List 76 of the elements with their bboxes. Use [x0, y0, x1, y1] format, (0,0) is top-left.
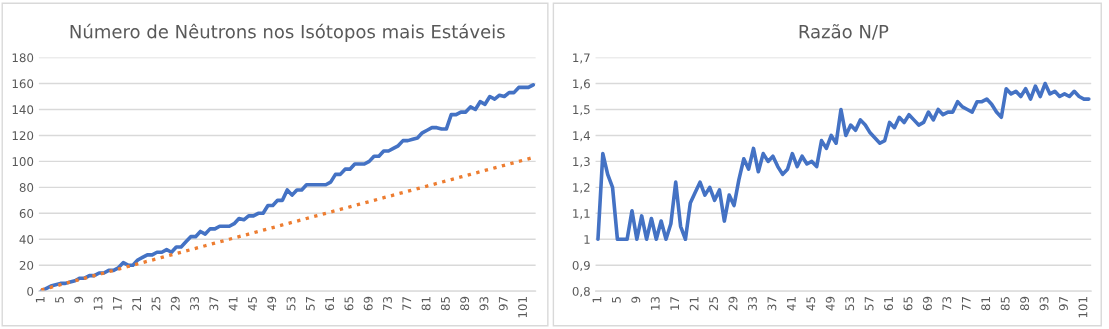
x-tick-label: 53 — [286, 296, 296, 311]
x-tick-label: 29 — [170, 296, 180, 311]
x-tick-label: 41 — [787, 297, 796, 311]
y-tick-label: 0,8 — [572, 286, 590, 298]
x-tick-label: 65 — [344, 297, 354, 311]
x-tick-label: 73 — [383, 296, 392, 311]
y-tick-label: 1,2 — [573, 183, 590, 194]
x-tick-label: 97 — [498, 297, 508, 311]
chart-title: Número de Nêutrons nos Isótopos mais Estáveis — [70, 23, 505, 42]
x-tick-label: 93 — [1039, 296, 1049, 311]
y-tick-label: 80 — [19, 183, 34, 192]
x-tick-label: 25 — [151, 297, 161, 311]
x-tick-label: 65 — [903, 297, 913, 311]
x-tick-label: 53 — [845, 296, 855, 311]
x-tick-label: 29 — [728, 296, 738, 311]
y-tick-label: 0,9 — [572, 260, 590, 272]
x-tick-label: 41 — [228, 297, 238, 311]
x-tick-label: 21 — [132, 297, 141, 311]
x-tick-label: 37 — [209, 297, 219, 311]
x-tick-label: 37 — [767, 297, 777, 311]
y-tick-label: 40 — [19, 234, 34, 244]
x-tick-label: 1 — [35, 297, 45, 303]
x-tick-label: 97 — [1059, 297, 1068, 311]
x-tick-label: 21 — [689, 297, 699, 311]
x-tick-label: 93 — [479, 296, 489, 311]
y-tick-label: 1,5 — [573, 105, 590, 116]
x-tick-label: 9 — [631, 296, 641, 303]
y-tick-label: 1,3 — [573, 157, 590, 168]
y-tick-label: 1,1 — [573, 209, 590, 220]
x-tick-label: 17 — [670, 297, 679, 310]
x-tick-label: 101 — [518, 297, 528, 318]
y-tick-label: 180 — [12, 53, 34, 63]
y-tick-label: 1 — [584, 235, 590, 244]
x-tick-label: 81 — [421, 297, 431, 311]
x-tick-label: 13 — [650, 296, 660, 310]
y-tick-label: 1,7 — [573, 53, 590, 64]
x-tick-label: 57 — [864, 297, 874, 311]
x-tick-label: 89 — [1020, 296, 1030, 311]
x-tick-label: 73 — [942, 296, 952, 311]
y-tick-label: 1,4 — [573, 131, 591, 142]
x-tick-label: 49 — [825, 296, 835, 311]
x-tick-label: 49 — [267, 296, 277, 311]
x-tick-label: 77 — [961, 297, 971, 311]
x-tick-label: 101 — [1078, 297, 1088, 318]
x-tick-label: 1 — [592, 297, 602, 303]
x-tick-label: 45 — [806, 297, 816, 311]
x-tick-label: 5 — [612, 297, 621, 303]
x-tick-label: 25 — [709, 297, 719, 311]
line-series — [596, 81, 1091, 242]
y-tick-label: 120 — [12, 131, 34, 141]
y-tick-label: 20 — [19, 260, 34, 270]
x-tick-label: 5 — [55, 297, 64, 303]
x-tick-label: 9 — [74, 296, 84, 303]
y-tick-label: 100 — [12, 157, 34, 167]
x-tick-label: 45 — [248, 297, 257, 311]
x-tick-label: 85 — [1000, 297, 1010, 311]
x-tick-label: 61 — [325, 297, 335, 311]
x-tick-label: 33 — [190, 296, 200, 311]
x-tick-label: 17 — [113, 297, 122, 310]
x-tick-label: 61 — [884, 297, 893, 311]
x-tick-label: 77 — [402, 297, 412, 311]
chart-title: Razão N/P — [799, 24, 889, 40]
y-tick-label: 0 — [27, 286, 34, 296]
y-tick-label: 60 — [19, 209, 34, 218]
x-tick-label: 69 — [363, 296, 373, 311]
y-tick-label: 140 — [12, 105, 34, 115]
y-tick-label: 160 — [12, 79, 34, 89]
x-tick-label: 13 — [93, 296, 103, 310]
x-tick-label: 69 — [922, 296, 932, 311]
x-tick-label: 33 — [747, 296, 757, 311]
x-tick-label: 89 — [460, 296, 470, 311]
line-series — [39, 83, 536, 292]
x-tick-label: 81 — [981, 297, 991, 311]
x-tick-label: 85 — [440, 297, 450, 311]
x-tick-label: 57 — [306, 297, 315, 311]
y-tick-label: 1,6 — [573, 79, 590, 90]
